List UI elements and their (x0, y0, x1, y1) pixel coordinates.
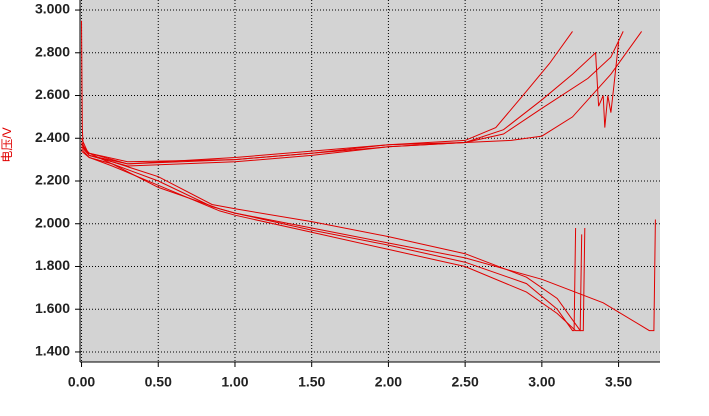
y-tick-label: 2.000 (35, 214, 70, 230)
x-tick-label: 0.00 (68, 374, 95, 390)
x-tick-label: 3.00 (528, 374, 555, 390)
x-tick-label: 2.50 (452, 374, 479, 390)
x-tick-label: 3.50 (605, 374, 632, 390)
x-tick-label: 2.00 (375, 374, 402, 390)
x-tick-label: 1.50 (298, 374, 325, 390)
x-tick-label: 0.50 (145, 374, 172, 390)
y-tick-label: 2.400 (35, 129, 70, 145)
curve (81, 148, 583, 332)
y-tick-label: 2.800 (35, 43, 70, 59)
y-tick-label: 2.200 (35, 172, 70, 188)
y-tick-label: 1.400 (35, 343, 70, 359)
y-tick-label: 1.600 (35, 300, 70, 316)
x-tick-label: 1.00 (221, 374, 248, 390)
curve (81, 31, 624, 163)
y-tick-label: 1.800 (35, 257, 70, 273)
y-tick-label: 3.000 (35, 1, 70, 17)
y-axis-label: 电压/V (0, 127, 14, 162)
curve (81, 31, 643, 165)
y-tick-label: 2.600 (35, 86, 70, 102)
curve (81, 42, 620, 167)
curve (81, 150, 656, 332)
